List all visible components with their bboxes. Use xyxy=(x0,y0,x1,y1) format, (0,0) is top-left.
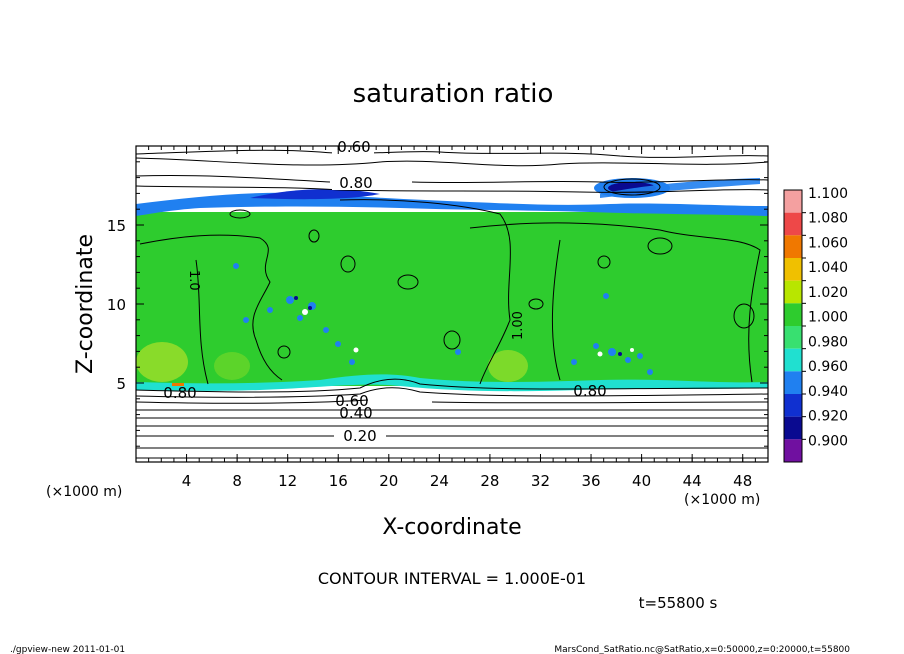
contour-label: 0.80 xyxy=(163,384,196,402)
colorbar-segment xyxy=(784,371,802,394)
x-tick-label: 48 xyxy=(733,472,752,490)
colorbar-segment xyxy=(784,258,802,281)
x-axis-unit: (×1000 m) xyxy=(684,492,760,508)
y-axis-unit: (×1000 m) xyxy=(46,484,122,500)
x-tick-label: 32 xyxy=(531,472,550,490)
x-tick-label: 20 xyxy=(379,472,398,490)
x-tick-label: 36 xyxy=(581,472,600,490)
colorbar-label: 0.900 xyxy=(808,433,848,449)
colorbar-segment xyxy=(784,394,802,417)
saturation-field xyxy=(136,146,768,462)
colorbar-segment xyxy=(784,348,802,372)
contour-interval-text: CONTOUR INTERVAL = 1.000E-01 xyxy=(318,569,586,588)
colorbar-label: 1.040 xyxy=(808,260,848,276)
colorbar-segment xyxy=(784,190,802,213)
contour-label: 0.80 xyxy=(339,174,372,192)
chart-title: saturation ratio xyxy=(353,79,554,109)
y-tick-label: 15 xyxy=(107,217,126,235)
contour-label: 0.60 xyxy=(337,138,370,156)
x-tick-label: 8 xyxy=(232,472,242,490)
y-axis-title: Z-coordinate xyxy=(73,234,98,374)
x-tick-label: 40 xyxy=(632,472,651,490)
x-tick-label: 12 xyxy=(278,472,297,490)
colorbar: 1.100 1.080 1.060 1.040 1.020 1.000 0.980 0.960… xyxy=(783,186,848,463)
contour-label: 1.00 xyxy=(511,311,526,340)
colorbar-label: 1.080 xyxy=(808,211,848,227)
x-tick-label: 16 xyxy=(329,472,348,490)
x-tick-label: 4 xyxy=(182,472,192,490)
colorbar-label: 0.940 xyxy=(808,384,848,400)
colorbar-segment xyxy=(784,235,802,258)
contour-label: 0.60 xyxy=(335,392,368,410)
colorbar-segment xyxy=(784,303,802,326)
contour-label: 0.80 xyxy=(573,382,606,400)
colorbar-label: 0.980 xyxy=(808,334,848,350)
contour-label: 0.40 xyxy=(339,404,372,422)
colorbar-segment xyxy=(784,280,802,304)
x-axis-title: X-coordinate xyxy=(382,515,521,540)
colorbar-label: 1.100 xyxy=(808,186,848,202)
contour-label-group: 0.60 0.80 0.20 0.40 0.60 0.80 0.80 1.0 1… xyxy=(163,138,606,445)
colorbar-label: 1.020 xyxy=(808,285,848,301)
colorbar-label: 1.000 xyxy=(808,310,848,326)
colorbar-label: 0.920 xyxy=(808,409,848,425)
footer-left: ./gpview-new 2011-01-01 xyxy=(10,645,125,654)
y-tick-label: 5 xyxy=(116,375,126,393)
contour-label: 0.20 xyxy=(343,427,376,445)
colorbar-segment xyxy=(784,326,802,349)
footer-right: MarsCond_SatRatio.nc@SatRatio,x=0:50000,… xyxy=(554,645,850,654)
y-axis: 5 10 15 xyxy=(107,161,768,447)
x-tick-label: 44 xyxy=(683,472,702,490)
contour-label: 1.0 xyxy=(186,270,201,291)
time-label: t=55800 s xyxy=(639,594,718,612)
colorbar-label: 1.060 xyxy=(808,235,848,251)
colorbar-label: 0.960 xyxy=(808,359,848,375)
contour-lines xyxy=(135,149,769,459)
colorbar-segment xyxy=(784,416,802,440)
x-tick-label: 28 xyxy=(480,472,499,490)
x-tick-label: 24 xyxy=(430,472,449,490)
y-tick-label: 10 xyxy=(107,296,126,314)
colorbar-segment xyxy=(784,212,802,236)
x-axis: 4 8 12 16 20 24 28 32 36 40 44 48 xyxy=(148,146,756,490)
colorbar-segment xyxy=(784,439,802,462)
